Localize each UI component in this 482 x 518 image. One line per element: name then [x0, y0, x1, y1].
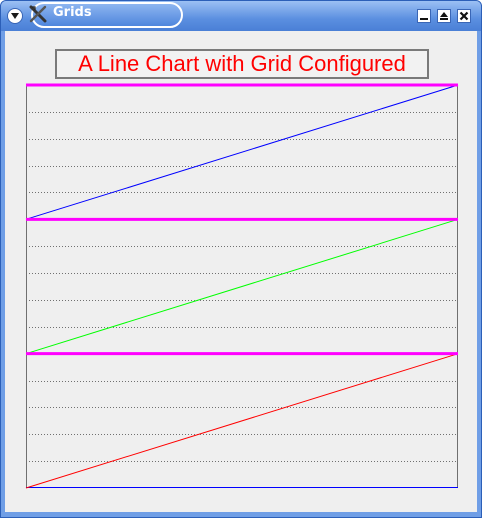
- maximize-icon: [440, 12, 448, 20]
- chart-title: A Line Chart with Grid Configured: [55, 49, 429, 79]
- series-line-2: [25, 218, 459, 355]
- title-bar[interactable]: Grids: [1, 1, 481, 31]
- series-line-1: [25, 84, 459, 220]
- series-line-3: [25, 353, 459, 489]
- window-menu-button[interactable]: [7, 8, 23, 24]
- x-tools-icon: [29, 5, 47, 23]
- minimize-icon: [420, 18, 428, 20]
- line-chart: [25, 83, 459, 489]
- window-title-tab[interactable]: [31, 2, 183, 28]
- window-title: Grids: [53, 5, 92, 20]
- maximize-button[interactable]: [437, 9, 451, 23]
- close-button[interactable]: [457, 9, 471, 23]
- chevron-down-icon: [11, 13, 19, 19]
- minimize-button[interactable]: [417, 9, 431, 23]
- close-icon: [459, 11, 469, 21]
- window-content: A Line Chart with Grid Configured: [5, 31, 477, 512]
